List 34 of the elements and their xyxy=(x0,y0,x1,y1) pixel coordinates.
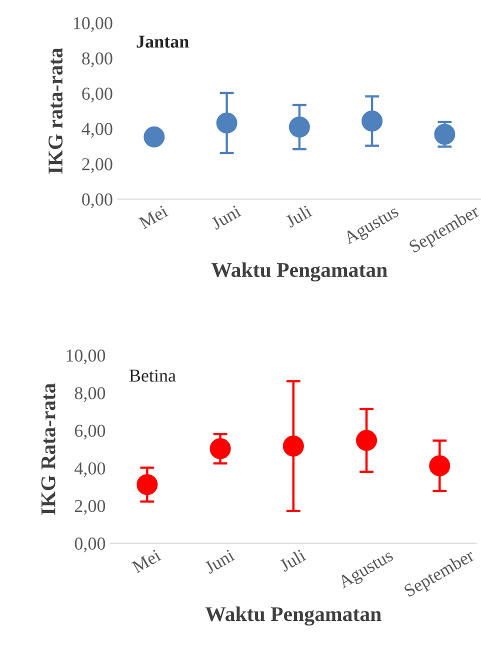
y-tick-label: 10,00 xyxy=(74,17,112,32)
y-tick-label: 2,00 xyxy=(74,500,106,515)
x-tick-label: Mei xyxy=(138,204,169,230)
x-axis-title: Waktu Pengamatan xyxy=(205,606,382,626)
point xyxy=(434,124,456,145)
y-tick-label: 4,00 xyxy=(82,122,112,138)
x-tick-label: Mei xyxy=(131,548,162,574)
y-tick-label: 6,00 xyxy=(74,424,106,440)
y-tick-label: 10,00 xyxy=(66,349,106,364)
x-axis-title: Waktu Pengamatan xyxy=(211,262,388,282)
point xyxy=(136,474,158,496)
chart-title: Jantan xyxy=(136,36,189,48)
point xyxy=(144,126,165,148)
x-tick-label: Juni xyxy=(210,204,242,230)
y-tick-label: 2,00 xyxy=(82,158,112,173)
y-axis-title: IKG Rata-rata xyxy=(41,383,56,515)
point xyxy=(282,436,304,457)
text: Betina xyxy=(129,370,176,382)
x-tick-label: Juni xyxy=(204,548,236,574)
y-axis-title: IKG rata-rata xyxy=(48,48,63,174)
point xyxy=(210,438,231,460)
y-tick-label: 8,00 xyxy=(82,52,112,68)
y-tick-label: 4,00 xyxy=(74,462,106,478)
point xyxy=(288,116,310,138)
point xyxy=(429,455,450,476)
y-tick-label: 8,00 xyxy=(74,387,106,402)
y-tick-label: 0,00 xyxy=(74,538,106,552)
point xyxy=(356,430,378,451)
x-tick-label: Juli xyxy=(284,204,313,228)
y-tick-label: 6,00 xyxy=(82,88,112,102)
point xyxy=(216,112,238,134)
point xyxy=(362,110,383,132)
y-tick-label: 0,00 xyxy=(82,193,112,208)
x-tick-label: Juli xyxy=(278,548,307,572)
